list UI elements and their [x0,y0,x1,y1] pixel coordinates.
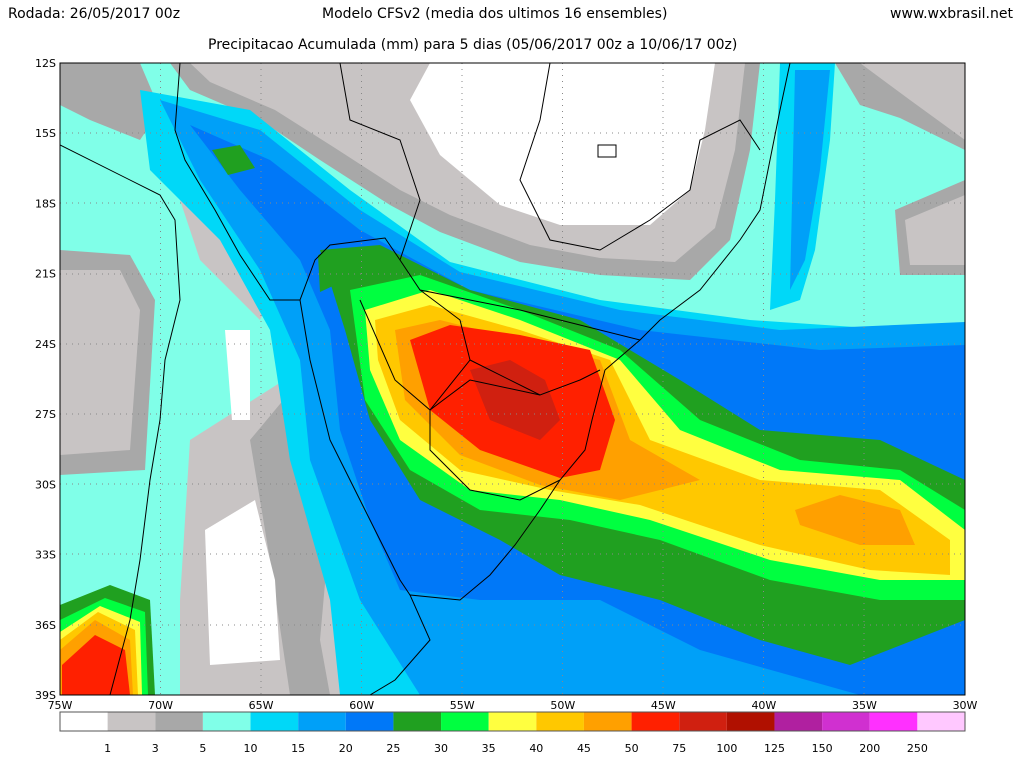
map-title: Precipitacao Acumulada (mm) para 5 dias … [208,37,738,53]
lon-label: 30W [953,699,978,712]
lon-label: 75W [48,699,73,712]
lon-labels: 75W 70W 65W 60W 55W 50W 45W 40W 35W 30W [48,699,978,712]
legend-label: 3 [152,742,159,755]
lat-label: 24S [35,338,56,351]
legend-swatch [107,712,156,731]
lon-label: 35W [852,699,877,712]
map-frame [59,62,966,696]
legend-swatch [155,712,203,731]
legend-swatch [536,712,584,731]
lon-label: 60W [349,699,374,712]
legend-label: 1 [104,742,111,755]
legend-frame [59,711,966,732]
legend-label: 40 [529,742,543,755]
lat-label: 21S [35,268,56,281]
run-label: Rodada: 26/05/2017 00z [8,6,181,22]
legend-swatch [917,712,965,731]
legend-swatch [298,712,346,731]
color-legend: 1 3 5 10 15 20 25 30 35 40 45 50 75 100 125 150 200 250 [59,711,966,755]
legend-label: 45 [577,742,591,755]
lon-label: 65W [249,699,274,712]
legend-label: 35 [482,742,496,755]
lon-label: 70W [148,699,173,712]
legend-label: 30 [434,742,448,755]
legend-swatch [822,712,870,731]
legend-label: 75 [672,742,686,755]
lat-label: 15S [35,127,56,140]
legend-label: 15 [291,742,305,755]
lat-label: 39S [35,689,56,702]
legend-swatch [869,712,918,731]
lat-label: 36S [35,619,56,632]
legend-swatch [679,712,727,731]
legend-swatch [202,712,251,731]
lat-label: 30S [35,478,56,491]
legend-swatch [441,712,489,731]
coastlines [60,63,791,695]
legend-swatch [345,712,394,731]
legend-swatch [631,712,680,731]
precip-contours [60,63,965,695]
legend-label: 20 [339,742,353,755]
legend-label: 150 [812,742,833,755]
lon-label: 50W [550,699,575,712]
legend-swatch [726,712,775,731]
lat-label: 12S [35,57,56,70]
legend-swatch [60,712,108,731]
legend-label: 100 [716,742,737,755]
legend-label: 125 [764,742,785,755]
legend-label: 200 [859,742,880,755]
legend-label: 10 [244,742,258,755]
lon-label: 55W [450,699,475,712]
legend-label: 50 [625,742,639,755]
legend-label: 25 [386,742,400,755]
legend-swatch [393,712,442,731]
legend-swatch [774,712,823,731]
legend-swatch [250,712,299,731]
lat-label: 18S [35,197,56,210]
model-label: Modelo CFSv2 (media dos ultimos 16 ensem… [322,6,668,22]
lat-labels: 12S 15S 18S 21S 24S 27S 30S 33S 36S 39S [35,57,56,702]
legend-swatch [488,712,537,731]
legend-label: 5 [199,742,206,755]
lat-label: 33S [35,549,56,562]
lon-label: 40W [751,699,776,712]
lon-label: 45W [651,699,676,712]
legend-label: 250 [907,742,928,755]
legend-swatch [583,712,632,731]
lat-label: 27S [35,408,56,421]
site-label: www.wxbrasil.net [890,6,1013,22]
